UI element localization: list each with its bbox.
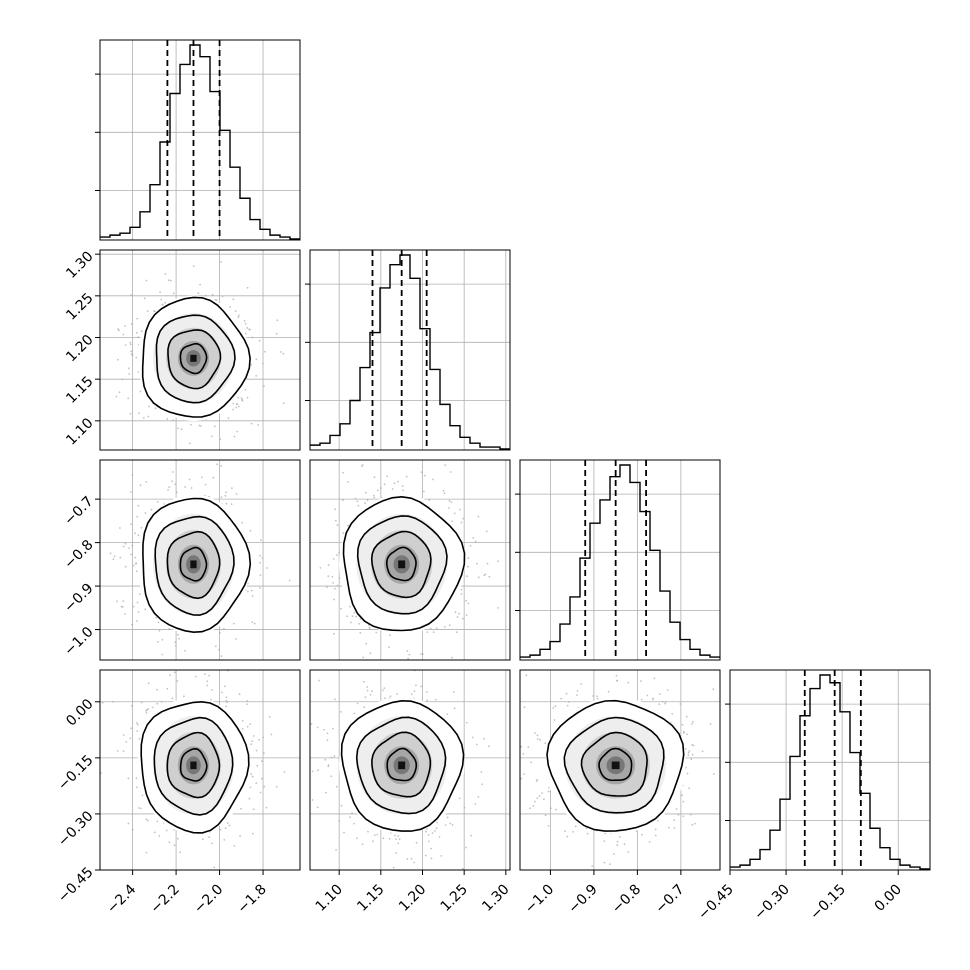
contour-0 (140, 700, 250, 834)
y-tick-label: 1.10 (63, 415, 96, 448)
panel-1-0: 1.10 1.15 1.20 1.25 1.30 (63, 249, 301, 451)
y-tick-label: 1.15 (63, 374, 96, 407)
contour-3 (386, 747, 418, 782)
y-tick-label: 0.00 (63, 696, 96, 729)
density-peak (398, 560, 406, 569)
x-tick-label: −0.7 (652, 882, 687, 917)
contour-1 (153, 716, 234, 816)
panel-3-1: 1.10 1.15 1.20 1.25 1.30 (309, 669, 513, 915)
contour-1 (154, 515, 235, 616)
y-tick-label: −0.8 (61, 537, 96, 572)
x-tick-label: 0.00 (872, 882, 905, 915)
x-tick-label: −0.45 (695, 882, 737, 924)
histogram-step (520, 464, 720, 658)
contour-2 (371, 731, 432, 798)
panel-frame (309, 669, 511, 871)
density-peak (190, 761, 197, 770)
contour-2 (166, 731, 221, 799)
contour-1 (356, 515, 448, 615)
density-peak (190, 354, 197, 362)
contour-3 (179, 342, 208, 375)
x-tick-label: −2.2 (148, 882, 183, 917)
contour-0 (342, 495, 466, 632)
contour-1 (355, 716, 447, 815)
contour-2 (167, 329, 222, 390)
panel-frame (99, 669, 301, 871)
x-tick-label: −1.8 (235, 882, 270, 917)
panel-3-2: −1.0 −0.9 −0.8 −0.7 (519, 669, 721, 917)
y-tick-label: 1.30 (63, 249, 96, 282)
contour-3 (598, 747, 633, 782)
panel-3-3: −0.45 −0.30 −0.15 0.00 (695, 669, 931, 924)
contour-3 (179, 546, 208, 582)
y-tick-label: 1.25 (63, 290, 96, 323)
panel-frame (519, 459, 721, 661)
contour-3 (179, 747, 208, 782)
panel-frame (309, 459, 511, 661)
panel-1-1 (305, 249, 511, 451)
panel-frame (309, 249, 511, 451)
y-tick-label: −0.30 (55, 808, 97, 850)
y-tick-label: 1.20 (63, 332, 96, 365)
x-tick-label: −1.0 (522, 882, 557, 917)
x-tick-label: 1.20 (396, 882, 429, 915)
panel-frame (99, 249, 301, 451)
contour-3 (386, 546, 417, 582)
contour-0 (340, 699, 465, 832)
density-peak (398, 761, 406, 770)
x-tick-label: −0.9 (565, 882, 600, 917)
x-tick-label: 1.25 (438, 882, 471, 915)
panel-2-1 (309, 459, 511, 661)
panel-2-0: −1.0 −0.9 −0.8 −0.7 (61, 459, 301, 661)
panel-frame (99, 459, 301, 661)
histogram-step (100, 44, 300, 240)
y-tick-label: −0.15 (55, 752, 97, 794)
contour-2 (166, 530, 221, 600)
x-tick-label: 1.30 (479, 882, 512, 915)
contour-1 (563, 716, 665, 814)
x-tick-label: −2.4 (104, 881, 139, 916)
y-tick-label: −1.0 (61, 624, 96, 659)
y-tick-label: −0.9 (61, 580, 96, 615)
contour-2 (370, 530, 432, 599)
contour-0 (546, 699, 685, 832)
contour-0 (141, 296, 251, 418)
panel-frame (519, 669, 721, 871)
panel-2-2 (515, 459, 721, 661)
panel-3-0: −0.45 −0.30 −0.15 0.00 −2.4 −2.2 −2.0 −1.8 (55, 669, 301, 917)
density-peak (611, 761, 620, 770)
contour-1 (155, 314, 236, 404)
x-tick-label: −0.8 (609, 882, 644, 917)
density-peak (190, 560, 197, 569)
contour-2 (580, 731, 648, 797)
x-tick-label: −2.0 (191, 882, 226, 917)
x-tick-label: 1.10 (313, 882, 346, 915)
panel-0-0 (95, 39, 301, 241)
panel-frame (99, 39, 301, 241)
x-tick-label: −0.30 (751, 882, 793, 924)
x-tick-label: −0.15 (807, 882, 849, 924)
panel-frame (729, 669, 931, 871)
contour-0 (142, 497, 252, 634)
y-tick-label: −0.7 (61, 493, 96, 528)
histogram-step (310, 254, 510, 450)
histogram-step (730, 674, 930, 870)
x-tick-label: 1.15 (354, 882, 387, 915)
y-tick-label: −0.45 (55, 864, 97, 906)
